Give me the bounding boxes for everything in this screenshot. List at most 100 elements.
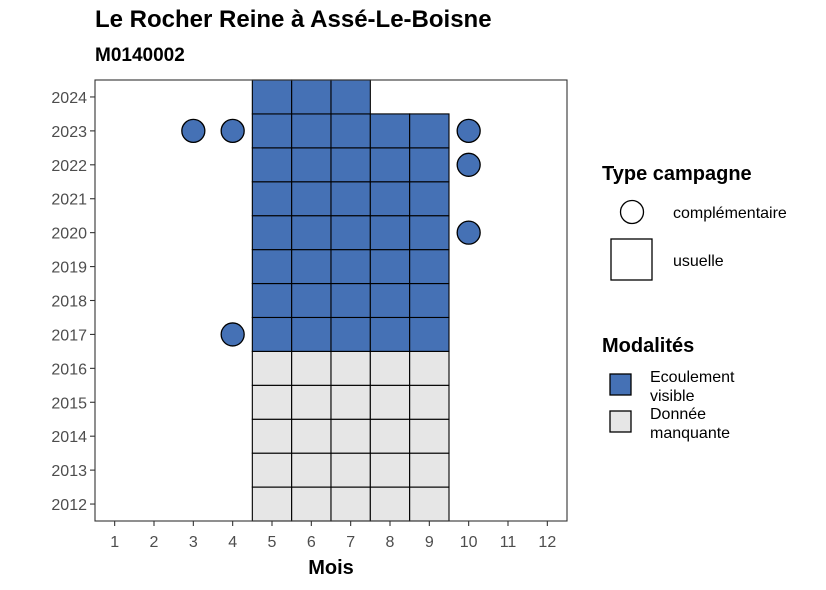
point-2020-10: [456, 220, 481, 245]
tile-2024-5: [251, 79, 293, 115]
tile-2024-7: [330, 79, 371, 115]
chart-marks: [181, 79, 481, 522]
tile-2021-5: [251, 181, 293, 217]
tile-2022-9: [409, 147, 450, 183]
chart-subtitle: M0140002: [95, 45, 185, 66]
y-tick-label-2018: 2018: [51, 294, 87, 311]
point-2022-10: [456, 152, 481, 177]
tile-2018-7: [330, 282, 371, 319]
chart-title: Le Rocher Reine à Assé-Le-Boisne: [95, 6, 492, 33]
legend-label-modalite-1: Donnée manquante: [650, 406, 730, 442]
tile-2013-5: [251, 452, 293, 488]
legend-label-modalite-0: Ecoulement visible: [650, 369, 735, 405]
tile-2019-8: [369, 249, 411, 285]
tile-2021-9: [409, 181, 450, 217]
tile-2014-6: [291, 418, 332, 454]
point-2023-10: [456, 118, 481, 144]
tile-2021-8: [369, 181, 411, 217]
x-tick-label-12: 12: [538, 534, 556, 551]
y-tick-label-2023: 2023: [51, 124, 87, 141]
legend-label-line: visible: [650, 388, 695, 405]
tile-2024-6: [291, 79, 332, 115]
legend-title-type: Type campagne: [602, 163, 752, 185]
tile-2022-6: [291, 147, 332, 183]
x-tick-label-10: 10: [460, 534, 478, 551]
tile-2020-6: [291, 215, 332, 251]
tile-2017-8: [369, 316, 411, 352]
legend-key-modalite-0: [609, 373, 632, 396]
tile-2015-7: [330, 384, 371, 420]
tile-2017-6: [291, 316, 332, 352]
x-tick-label-2: 2: [150, 534, 159, 551]
tile-2019-5: [251, 249, 293, 285]
tile-2019-7: [330, 249, 371, 285]
tile-2018-8: [369, 282, 411, 319]
legend-label-complementaire: complémentaire: [673, 205, 787, 222]
tile-2018-9: [409, 282, 450, 319]
y-tick-label-2012: 2012: [51, 497, 87, 514]
tile-2013-8: [369, 452, 411, 488]
y-tick-label-2017: 2017: [51, 327, 87, 344]
tile-2013-9: [409, 452, 450, 488]
y-tick-label-2021: 2021: [51, 192, 87, 209]
tile-2013-7: [330, 452, 371, 488]
x-tick-label-5: 5: [268, 534, 277, 551]
tile-2020-9: [409, 215, 450, 251]
legend-key-circle: [619, 199, 645, 225]
tile-2015-8: [369, 384, 411, 420]
tile-2021-7: [330, 181, 371, 217]
legend-label-line: Ecoulement: [650, 369, 735, 386]
tile-2012-5: [251, 486, 293, 522]
tile-2023-7: [330, 113, 371, 149]
tile-2023-8: [369, 113, 411, 149]
y-tick-label-2020: 2020: [51, 226, 87, 243]
x-tick-label-9: 9: [425, 534, 434, 551]
legend-label-line: Donnée: [650, 406, 706, 423]
legend-label-usuelle: usuelle: [673, 253, 724, 270]
legend-label-line: manquante: [650, 425, 730, 442]
x-tick-label-4: 4: [228, 534, 237, 551]
tile-2020-5: [251, 215, 293, 251]
x-tick-label-3: 3: [189, 534, 198, 551]
tile-2021-6: [291, 181, 332, 217]
tile-2014-9: [409, 418, 450, 454]
chart-axes: 2012 2013 2014 2015 2016 2017 2018 2019 2020 2021…: [51, 90, 556, 551]
tile-2012-6: [291, 486, 332, 522]
tile-2017-7: [330, 316, 371, 352]
tile-2023-6: [291, 113, 332, 149]
tile-2018-6: [291, 282, 332, 319]
point-2017-4: [220, 322, 245, 347]
tile-2012-9: [409, 486, 450, 522]
y-tick-label-2019: 2019: [51, 260, 87, 277]
tile-2019-6: [291, 249, 332, 285]
x-tick-label-7: 7: [346, 534, 355, 551]
tile-2014-5: [251, 418, 293, 454]
tile-2016-8: [369, 350, 411, 386]
tile-2023-9: [409, 113, 450, 149]
x-tick-label-6: 6: [307, 534, 316, 551]
tile-2015-9: [409, 384, 450, 420]
tile-2014-8: [369, 418, 411, 454]
point-2023-3: [181, 118, 206, 144]
tile-2017-9: [409, 316, 450, 352]
x-axis-title: Mois: [308, 557, 354, 579]
y-tick-label-2016: 2016: [51, 361, 87, 378]
tile-2012-7: [330, 486, 371, 522]
chart-legend: Type campagne complémentaire usuelle Modali…: [602, 163, 787, 442]
tile-2016-5: [251, 350, 293, 386]
x-tick-label-11: 11: [500, 534, 517, 551]
y-tick-label-2024: 2024: [51, 90, 87, 107]
y-tick-label-2013: 2013: [51, 463, 87, 480]
y-tick-label-2022: 2022: [51, 158, 87, 175]
tile-2013-6: [291, 452, 332, 488]
x-tick-label-8: 8: [386, 534, 395, 551]
x-tick-label-1: 1: [110, 534, 119, 551]
tile-2012-8: [369, 486, 411, 522]
tile-2017-5: [251, 316, 293, 352]
tile-2019-9: [409, 249, 450, 285]
tile-2014-7: [330, 418, 371, 454]
tile-2020-8: [369, 215, 411, 251]
y-tick-label-2014: 2014: [51, 429, 87, 446]
tile-2015-5: [251, 384, 293, 420]
